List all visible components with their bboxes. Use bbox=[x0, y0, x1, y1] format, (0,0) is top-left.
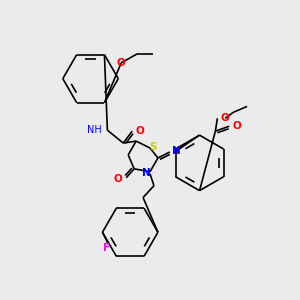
Text: F: F bbox=[103, 243, 110, 253]
Text: NH: NH bbox=[87, 125, 101, 135]
Text: N: N bbox=[172, 146, 181, 156]
Text: O: O bbox=[220, 113, 229, 123]
Text: O: O bbox=[117, 58, 126, 68]
Text: O: O bbox=[113, 174, 122, 184]
Text: O: O bbox=[135, 126, 144, 136]
Text: S: S bbox=[149, 142, 157, 152]
Text: O: O bbox=[232, 121, 241, 131]
Text: N: N bbox=[142, 168, 150, 178]
